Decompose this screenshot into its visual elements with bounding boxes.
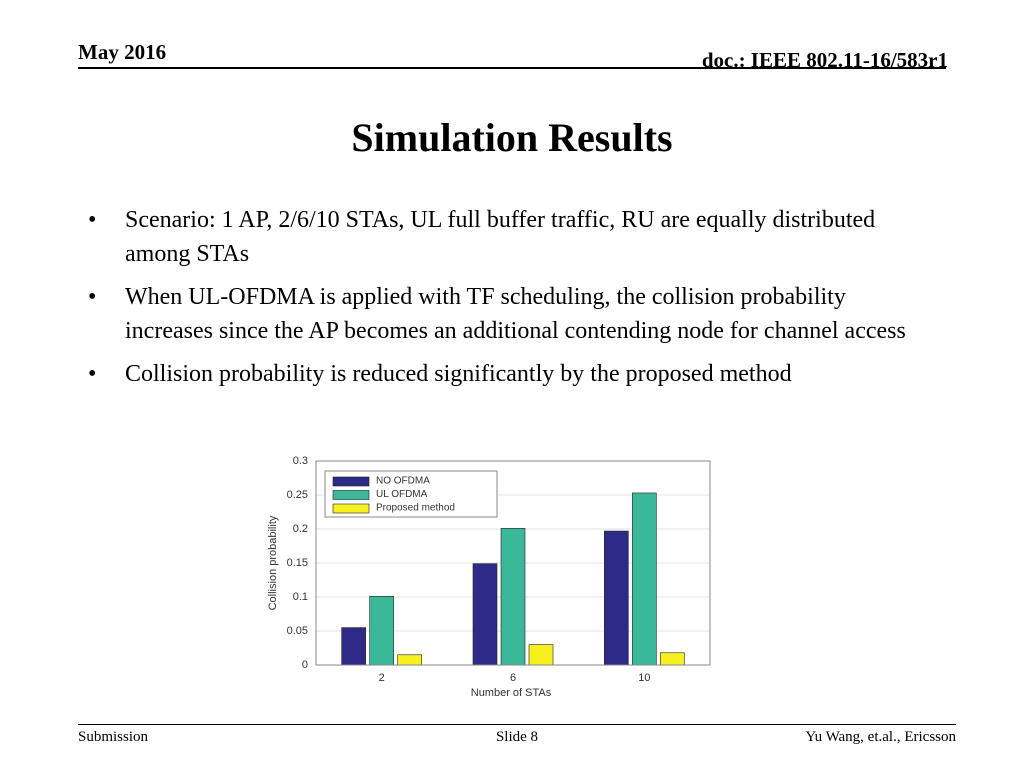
bar (341, 627, 366, 666)
y-tick-label: 0.3 (293, 455, 308, 467)
bar (369, 596, 394, 666)
y-tick-label: 0.1 (293, 591, 308, 603)
legend-label: UL OFDMA (376, 489, 428, 500)
header-date: May 2016 (78, 40, 167, 64)
legend-swatch (332, 476, 370, 487)
plot-frame (315, 460, 711, 666)
bar (397, 654, 422, 666)
y-axis-label: Collision probability (267, 515, 279, 610)
bar (500, 528, 526, 666)
x-tick-label: 6 (510, 672, 516, 684)
bullet: When UL-OFDMA is applied with TF schedul… (88, 280, 928, 348)
footer-center: Slide 8 (495, 729, 539, 745)
bullet: Collision probability is reduced signifi… (88, 357, 928, 391)
bar (604, 530, 629, 666)
legend-label: NO OFDMA (376, 476, 430, 487)
y-tick-label: 0.15 (287, 557, 308, 569)
bar (632, 492, 657, 666)
slide-title: Simulation Results (351, 115, 673, 160)
header-rule (78, 67, 946, 69)
legend-label: Proposed method (376, 503, 455, 514)
bullet: Scenario: 1 AP, 2/6/10 STAs, UL full buf… (88, 203, 928, 271)
footer-rule (78, 724, 956, 725)
x-tick-label: 2 (379, 672, 385, 684)
bar (472, 563, 498, 666)
y-tick-label: 0.2 (293, 523, 308, 535)
footer-right: Yu Wang, et.al., Ericsson (805, 729, 956, 745)
bar (660, 652, 685, 666)
y-tick-label: 0 (302, 659, 308, 671)
bullet-list: Scenario: 1 AP, 2/6/10 STAs, UL full buf… (88, 203, 928, 400)
legend-swatch (332, 503, 370, 514)
legend-swatch (332, 490, 370, 500)
x-axis-label: Number of STAs (471, 687, 552, 699)
bar (528, 644, 554, 666)
y-tick-label: 0.25 (287, 489, 308, 501)
x-tick-label: 10 (638, 672, 650, 684)
footer-left: Submission (78, 729, 149, 745)
y-tick-label: 0.05 (287, 625, 308, 637)
